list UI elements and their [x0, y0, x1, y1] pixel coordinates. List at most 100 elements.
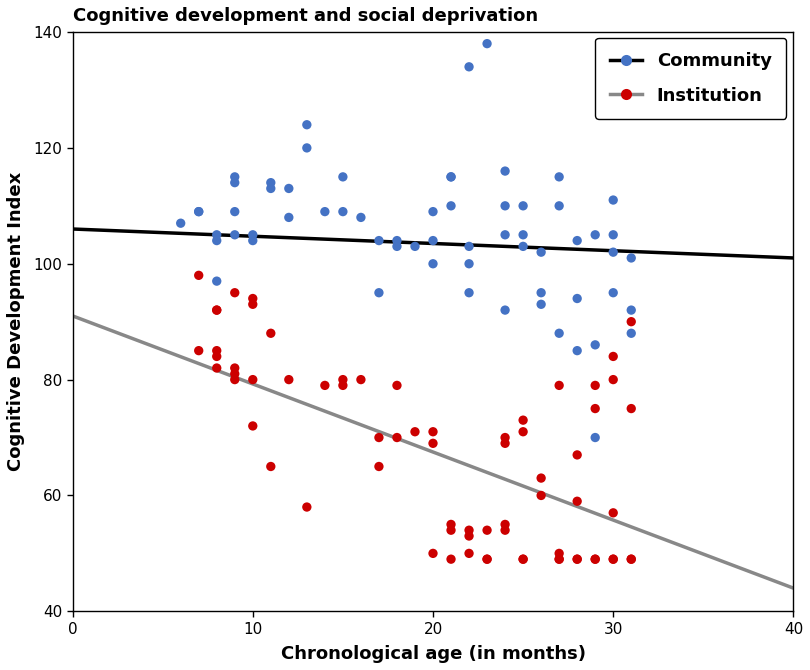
Point: [373, 461, 386, 472]
Point: [571, 554, 584, 565]
Point: [607, 195, 620, 206]
Point: [373, 287, 386, 298]
Point: [264, 178, 277, 188]
Point: [535, 287, 548, 298]
Point: [211, 362, 224, 373]
Point: [318, 206, 331, 217]
Point: [499, 165, 512, 176]
Point: [408, 241, 421, 252]
Point: [211, 305, 224, 316]
Point: [463, 548, 475, 559]
Point: [535, 473, 548, 484]
Point: [211, 276, 224, 287]
Point: [390, 235, 403, 246]
Point: [625, 253, 637, 263]
Point: [535, 247, 548, 257]
Point: [390, 241, 403, 252]
Point: [336, 206, 349, 217]
Point: [390, 432, 403, 443]
Point: [463, 62, 475, 72]
Point: [552, 554, 565, 565]
Point: [625, 316, 637, 327]
Point: [427, 206, 440, 217]
Point: [517, 241, 530, 252]
Point: [552, 200, 565, 211]
Point: [373, 432, 386, 443]
Point: [571, 554, 584, 565]
Point: [499, 229, 512, 240]
Point: [552, 548, 565, 559]
Point: [228, 375, 241, 385]
Point: [571, 235, 584, 246]
Point: [517, 200, 530, 211]
Point: [607, 287, 620, 298]
Point: [571, 450, 584, 460]
Point: [336, 172, 349, 182]
Point: [589, 554, 602, 565]
Point: [517, 426, 530, 437]
Point: [427, 438, 440, 449]
Point: [283, 212, 296, 223]
Point: [625, 403, 637, 414]
Point: [552, 380, 565, 391]
Point: [301, 119, 313, 130]
Point: [607, 507, 620, 518]
Point: [589, 432, 602, 443]
Point: [463, 287, 475, 298]
Point: [480, 525, 493, 535]
X-axis label: Chronological age (in months): Chronological age (in months): [280, 645, 586, 663]
Point: [445, 172, 458, 182]
Point: [355, 212, 368, 223]
Point: [499, 525, 512, 535]
Point: [517, 554, 530, 565]
Legend: Community, Institution: Community, Institution: [595, 38, 787, 119]
Point: [589, 229, 602, 240]
Point: [625, 305, 637, 316]
Point: [589, 403, 602, 414]
Point: [445, 554, 458, 565]
Point: [499, 305, 512, 316]
Point: [192, 345, 205, 356]
Point: [211, 305, 224, 316]
Point: [517, 229, 530, 240]
Point: [480, 554, 493, 565]
Point: [228, 369, 241, 379]
Point: [228, 229, 241, 240]
Point: [228, 362, 241, 373]
Point: [463, 259, 475, 269]
Point: [211, 235, 224, 246]
Point: [535, 299, 548, 310]
Point: [211, 229, 224, 240]
Point: [246, 229, 259, 240]
Point: [589, 554, 602, 565]
Point: [607, 351, 620, 362]
Point: [445, 200, 458, 211]
Point: [499, 432, 512, 443]
Point: [228, 287, 241, 298]
Point: [246, 235, 259, 246]
Point: [607, 229, 620, 240]
Point: [301, 143, 313, 153]
Point: [318, 380, 331, 391]
Point: [283, 375, 296, 385]
Point: [373, 235, 386, 246]
Point: [264, 461, 277, 472]
Point: [211, 351, 224, 362]
Point: [607, 554, 620, 565]
Point: [211, 345, 224, 356]
Point: [552, 554, 565, 565]
Point: [499, 200, 512, 211]
Point: [480, 38, 493, 49]
Point: [552, 172, 565, 182]
Point: [571, 496, 584, 507]
Point: [427, 259, 440, 269]
Point: [607, 554, 620, 565]
Text: Cognitive development and social deprivation: Cognitive development and social depriva…: [73, 7, 538, 25]
Point: [463, 525, 475, 535]
Point: [355, 375, 368, 385]
Point: [517, 415, 530, 425]
Point: [192, 206, 205, 217]
Point: [625, 554, 637, 565]
Point: [192, 206, 205, 217]
Point: [463, 241, 475, 252]
